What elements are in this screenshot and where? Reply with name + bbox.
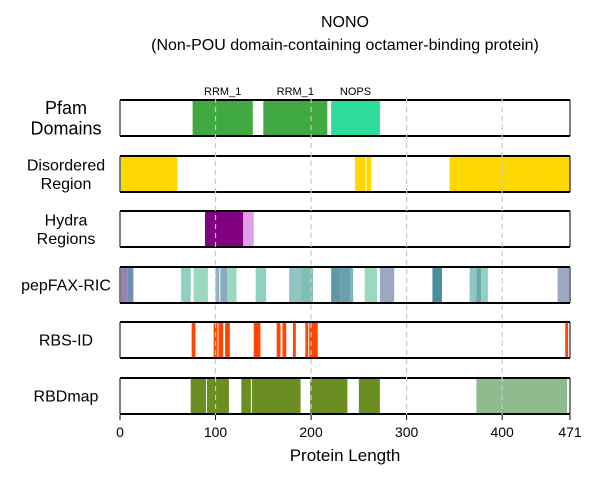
domain-label: RRM_1: [277, 86, 314, 98]
segment-5-1: [206, 378, 229, 414]
x-tick-label: 400: [490, 424, 514, 440]
segment-3-1: [127, 267, 134, 303]
x-tick-label: 300: [395, 424, 419, 440]
segment-3-16: [469, 267, 477, 303]
segment-1-3: [449, 156, 570, 192]
segment-5-6: [476, 378, 568, 414]
segment-3-17: [476, 267, 482, 303]
track-4: RBS-ID: [39, 321, 571, 359]
x-axis: 0 100 200 300 400 471: [116, 415, 582, 440]
segment-3-13: [364, 267, 378, 303]
track-background: [120, 211, 570, 247]
segment-4-4: [253, 322, 261, 358]
segment-3-10: [331, 267, 341, 303]
track-label: Pfam: [45, 98, 87, 118]
segment-3-5: [220, 267, 228, 303]
track-label: Disordered: [27, 157, 105, 174]
segment-3-0: [120, 267, 128, 303]
segment-4-2: [218, 322, 224, 358]
track-label: Regions: [37, 231, 96, 248]
segment-3-8: [289, 267, 302, 303]
segment-4-1: [213, 322, 218, 358]
domain-label: RRM_1: [204, 86, 241, 98]
chart-subtitle: (Non-POU domain-containing octamer-bindi…: [151, 37, 539, 54]
segment-4-8: [305, 322, 309, 358]
segment-3-14: [379, 267, 395, 303]
segment-3-6: [227, 267, 237, 303]
segment-0-0: [192, 100, 253, 136]
segment-0-1: [263, 100, 328, 136]
track-label: Domains: [30, 119, 101, 139]
segment-5-3: [251, 378, 301, 414]
segment-5-5: [358, 378, 380, 414]
segment-3-11: [340, 267, 351, 303]
track-2: Hydra Regions: [37, 210, 571, 248]
x-tick-label: 200: [299, 424, 323, 440]
segment-3-12: [350, 267, 354, 303]
x-tick-label: 0: [116, 424, 124, 440]
track-label: Hydra: [45, 212, 88, 229]
segment-0-2: [331, 100, 380, 136]
segment-3-2: [181, 267, 191, 303]
segment-5-4: [310, 378, 348, 414]
segment-4-0: [191, 322, 196, 358]
track-3: pepFAX-RIC: [21, 266, 571, 304]
segment-5-2: [241, 378, 251, 414]
track-label: Region: [41, 176, 92, 193]
grid-lines: [214, 98, 503, 415]
segment-4-9: [309, 322, 318, 358]
track-label: RBDmap: [34, 389, 99, 406]
domain-label: NOPS: [340, 86, 371, 98]
track-5: RBDmap: [34, 377, 571, 415]
segment-3-3: [193, 267, 208, 303]
segment-4-3: [225, 322, 230, 358]
segment-4-10: [565, 322, 569, 358]
segment-1-1: [355, 156, 366, 192]
segment-3-7: [255, 267, 267, 303]
segment-4-5: [276, 322, 281, 358]
segment-1-2: [366, 156, 372, 192]
segment-4-6: [282, 322, 287, 358]
segment-3-15: [432, 267, 442, 303]
segment-3-18: [481, 267, 488, 303]
track-label: pepFAX-RIC: [21, 278, 111, 295]
track-label: RBS-ID: [39, 333, 93, 350]
x-tick-label: 471: [558, 424, 582, 440]
chart-title: NONO: [321, 14, 369, 31]
segment-2-0: [205, 211, 244, 247]
segment-3-4: [215, 267, 220, 303]
segment-5-0: [190, 378, 206, 414]
segment-2-1: [243, 211, 254, 247]
segment-1-0: [120, 156, 178, 192]
segment-3-9: [301, 267, 313, 303]
x-tick-label: 100: [204, 424, 228, 440]
segment-3-19: [557, 267, 570, 303]
track-1: Disordered Region: [27, 155, 571, 193]
segment-4-7: [292, 322, 296, 358]
x-axis-title: Protein Length: [290, 446, 401, 465]
